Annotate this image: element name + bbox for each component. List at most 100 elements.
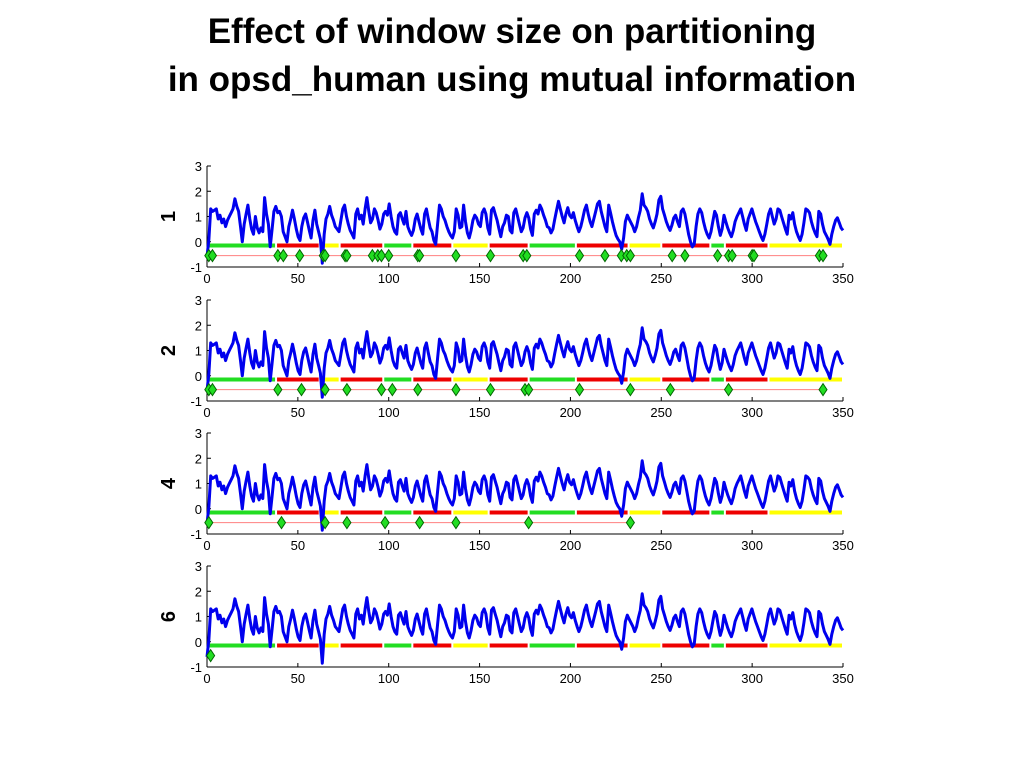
x-tick-label: 350: [832, 538, 854, 553]
breakpoint-marker: [206, 648, 216, 663]
x-tick-label: 300: [741, 405, 763, 420]
y-tick-label: 1: [195, 610, 202, 625]
breakpoint-marker: [295, 248, 305, 263]
x-tick-label: 300: [741, 671, 763, 686]
breakpoint-marker: [296, 382, 307, 397]
x-tick-label: 150: [469, 405, 491, 420]
x-tick-label: 100: [378, 671, 400, 686]
x-tick-label: 250: [650, 405, 672, 420]
x-tick-label: 100: [378, 538, 400, 553]
panel-label: 6: [158, 611, 180, 622]
breakpoint-marker: [600, 248, 610, 263]
x-tick-label: 0: [203, 671, 210, 686]
x-tick-label: 150: [469, 271, 491, 286]
breakpoint-marker: [451, 515, 461, 530]
y-tick-label: -1: [190, 660, 202, 675]
x-tick-label: 50: [291, 671, 305, 686]
y-tick-label: 0: [195, 635, 202, 650]
breakpoint-marker: [574, 382, 585, 397]
x-tick-label: 200: [560, 405, 582, 420]
x-tick-label: 300: [741, 538, 763, 553]
y-tick-label: 2: [195, 451, 202, 466]
breakpoint-marker: [207, 248, 218, 263]
x-tick-label: 100: [378, 271, 400, 286]
panel-label: 4: [158, 477, 180, 489]
x-tick-label: 350: [832, 405, 854, 420]
breakpoint-marker: [320, 382, 330, 397]
y-tick-label: 3: [195, 159, 202, 174]
x-tick-label: 50: [291, 538, 305, 553]
x-tick-label: 350: [832, 271, 854, 286]
breakpoint-marker: [387, 382, 397, 397]
x-tick-label: 250: [650, 271, 672, 286]
signal-line: [205, 459, 845, 532]
breakpoint-marker: [524, 382, 534, 397]
chart-title-line-2: in opsd_human using mutual information: [167, 60, 857, 99]
breakpoint-marker: [749, 248, 759, 263]
breakpoint-marker: [524, 515, 534, 530]
x-tick-label: 250: [650, 671, 672, 686]
breakpoint-marker: [342, 515, 352, 530]
y-tick-label: 3: [195, 293, 202, 308]
breakpoint-marker: [680, 248, 690, 263]
breakpoint-marker: [415, 248, 425, 263]
breakpoint-marker: [625, 382, 635, 397]
breakpoint-marker: [376, 382, 387, 397]
y-tick-label: 3: [195, 426, 202, 441]
breakpoint-marker: [204, 515, 214, 530]
breakpoint-marker: [625, 515, 635, 530]
breakpoint-marker: [273, 382, 283, 397]
chart-title-line-1: Effect of window size on partitioning: [207, 12, 817, 51]
signal-line: [205, 192, 845, 265]
x-tick-label: 200: [560, 671, 582, 686]
breakpoint-marker: [207, 382, 218, 397]
signal-line: [205, 326, 845, 399]
breakpoint-marker: [413, 382, 423, 397]
x-tick-label: 350: [832, 671, 854, 686]
y-tick-label: 0: [195, 369, 202, 384]
panel-label: 2: [158, 345, 180, 356]
breakpoint-marker: [818, 382, 828, 397]
breakpoint-marker: [276, 515, 287, 530]
breakpoint-marker: [665, 382, 675, 397]
x-tick-label: 50: [291, 271, 305, 286]
breakpoint-marker: [320, 515, 330, 530]
y-tick-label: 2: [195, 584, 202, 599]
breakpoint-marker: [451, 248, 461, 263]
y-tick-label: 0: [195, 235, 202, 250]
breakpoint-marker: [723, 382, 734, 397]
y-tick-label: 3: [195, 559, 202, 574]
y-tick-label: -1: [190, 260, 202, 275]
x-tick-label: 200: [560, 271, 582, 286]
x-tick-label: 150: [469, 538, 491, 553]
x-tick-label: 100: [378, 405, 400, 420]
y-tick-label: 1: [195, 344, 202, 359]
y-tick-label: 2: [195, 184, 202, 199]
breakpoint-marker: [376, 248, 387, 263]
y-tick-label: -1: [190, 527, 202, 542]
y-tick-label: 0: [195, 502, 202, 517]
signal-line: [205, 592, 845, 665]
x-tick-label: 0: [203, 405, 210, 420]
breakpoint-marker: [415, 515, 425, 530]
breakpoint-marker: [667, 248, 677, 263]
breakpoint-marker: [278, 248, 288, 263]
breakpoint-marker: [342, 248, 352, 263]
breakpoint-marker: [384, 248, 394, 263]
breakpoint-marker: [818, 248, 828, 263]
y-tick-label: 1: [195, 210, 202, 225]
breakpoint-marker: [485, 382, 496, 397]
breakpoint-marker: [713, 248, 723, 263]
breakpoint-marker: [625, 248, 635, 263]
x-tick-label: 250: [650, 538, 672, 553]
y-tick-label: 2: [195, 318, 202, 333]
y-tick-label: -1: [190, 394, 202, 409]
breakpoint-marker: [342, 382, 352, 397]
breakpoint-marker: [380, 515, 390, 530]
x-tick-label: 0: [203, 538, 210, 553]
y-tick-label: 1: [195, 477, 202, 492]
